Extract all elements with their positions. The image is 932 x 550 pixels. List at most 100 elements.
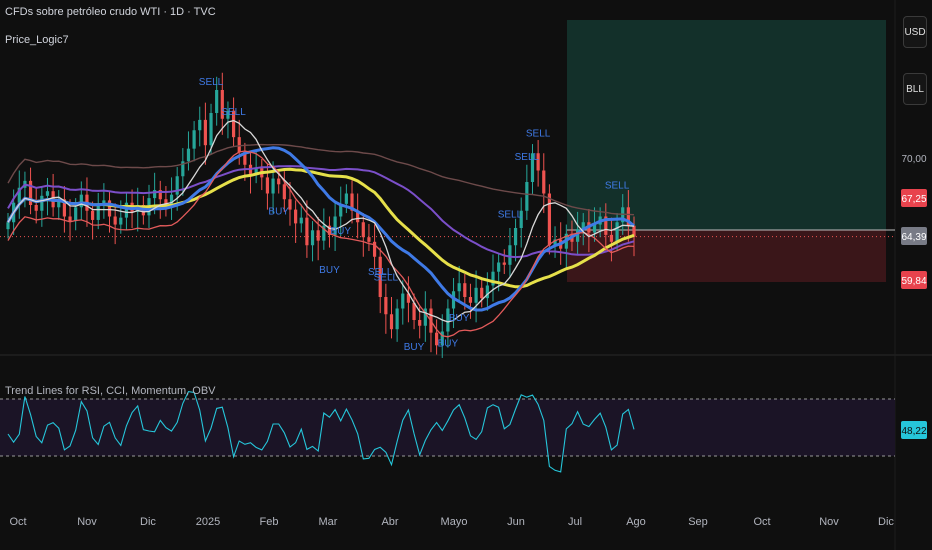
candle-body: [395, 308, 399, 330]
x-axis-label: Ago: [626, 516, 646, 528]
signal-label: BUY: [404, 342, 425, 353]
ma-white-line: [7, 119, 635, 323]
candle-body: [62, 199, 66, 217]
candle-body: [254, 168, 258, 174]
candle-body: [536, 153, 540, 171]
price-badge-text: 59,84: [901, 276, 926, 287]
x-axis-label: Dic: [878, 516, 894, 528]
candle-body: [474, 287, 478, 303]
x-axis-label: Abr: [381, 516, 398, 528]
x-axis-label: 2025: [196, 516, 220, 528]
indicator-label: Price_Logic7: [5, 34, 69, 46]
candle-body: [519, 210, 523, 228]
candle-body: [327, 225, 332, 235]
candle-body: [57, 199, 61, 208]
candle-body: [124, 202, 129, 218]
candle-body: [45, 191, 50, 196]
candle-body: [525, 182, 529, 211]
candle-body: [17, 187, 21, 203]
x-axis-label: Oct: [9, 516, 26, 528]
candle-body: [576, 229, 580, 242]
candle-body: [367, 237, 371, 242]
price-badge: [901, 271, 927, 289]
unit-button[interactable]: BLL: [903, 73, 927, 105]
candle-body: [265, 177, 270, 194]
price-tick-label: 70,00: [901, 154, 926, 165]
oscillator-band: [0, 399, 895, 456]
candle-body: [440, 331, 444, 346]
candle-body: [74, 207, 78, 222]
candle-body: [169, 194, 174, 208]
candle-body: [378, 256, 382, 297]
candle-body: [480, 287, 484, 299]
osc-badge-text: 48,22: [901, 426, 926, 437]
osc-badge: [901, 421, 927, 439]
signal-label: SELL: [605, 180, 630, 191]
candle-body: [316, 230, 320, 241]
candle-body: [530, 153, 535, 182]
candle-body: [542, 170, 546, 194]
candle-body: [288, 199, 292, 210]
target-zone: [567, 20, 886, 230]
x-axis-label: Nov: [77, 516, 97, 528]
candle-body: [113, 216, 117, 225]
candle-body: [90, 210, 95, 220]
candle-body: [401, 293, 405, 309]
candle-body: [609, 234, 614, 242]
candle-body: [423, 308, 427, 326]
candle-body: [468, 297, 473, 303]
signal-label: SELL: [221, 107, 246, 118]
candle-body: [502, 262, 506, 265]
candle-body: [361, 222, 365, 238]
signal-label: SELL: [368, 267, 393, 278]
signal-label: BUY: [330, 226, 351, 237]
currency-button[interactable]: USD: [903, 16, 927, 48]
candle-body: [463, 283, 467, 297]
candle-body: [28, 180, 33, 205]
candle-body: [40, 195, 44, 211]
candle-body: [384, 297, 388, 315]
candle-body: [356, 210, 360, 223]
candle-body: [553, 239, 557, 246]
candle-body: [372, 241, 377, 257]
candle-body: [186, 148, 191, 162]
candle-body: [175, 176, 179, 195]
chart-title: CFDs sobre petróleo crudo WTI · 1D · TVC: [5, 6, 216, 18]
signal-label: BUY: [268, 206, 289, 217]
candle-body: [310, 230, 315, 246]
candle-body: [237, 137, 241, 153]
x-axis-label: Dic: [140, 516, 156, 528]
candle-body: [215, 90, 219, 113]
candle-body: [79, 194, 83, 208]
candle-body: [412, 302, 416, 320]
candle-body: [350, 193, 354, 211]
price-badge-text: 64,39: [901, 232, 926, 243]
candle-body: [34, 205, 38, 211]
ma-slow-line: [7, 143, 635, 216]
signal-label: SELL: [526, 129, 551, 140]
candle-body: [389, 314, 394, 330]
candle-body: [107, 200, 112, 217]
candle-body: [209, 113, 213, 146]
candle-body: [485, 285, 489, 299]
candle-body: [322, 225, 326, 241]
x-axis-label: Nov: [819, 516, 839, 528]
candle-body: [243, 152, 247, 165]
signal-label: SELL: [498, 209, 523, 220]
signal-label: SELL: [199, 77, 224, 88]
candle-body: [198, 119, 202, 131]
candle-body: [271, 178, 275, 194]
signal-label: BUY: [438, 339, 459, 350]
signal-label: BUY: [319, 265, 340, 276]
x-axis-label: Oct: [753, 516, 770, 528]
oscillator-line: [7, 390, 635, 473]
candle-body: [153, 190, 157, 199]
candle-body: [604, 216, 608, 235]
candle-body: [294, 209, 298, 224]
candle-body: [344, 193, 348, 204]
candle-body: [68, 216, 72, 222]
candle-body: [615, 222, 619, 242]
candle-body: [220, 90, 224, 119]
candle-body: [581, 222, 585, 230]
